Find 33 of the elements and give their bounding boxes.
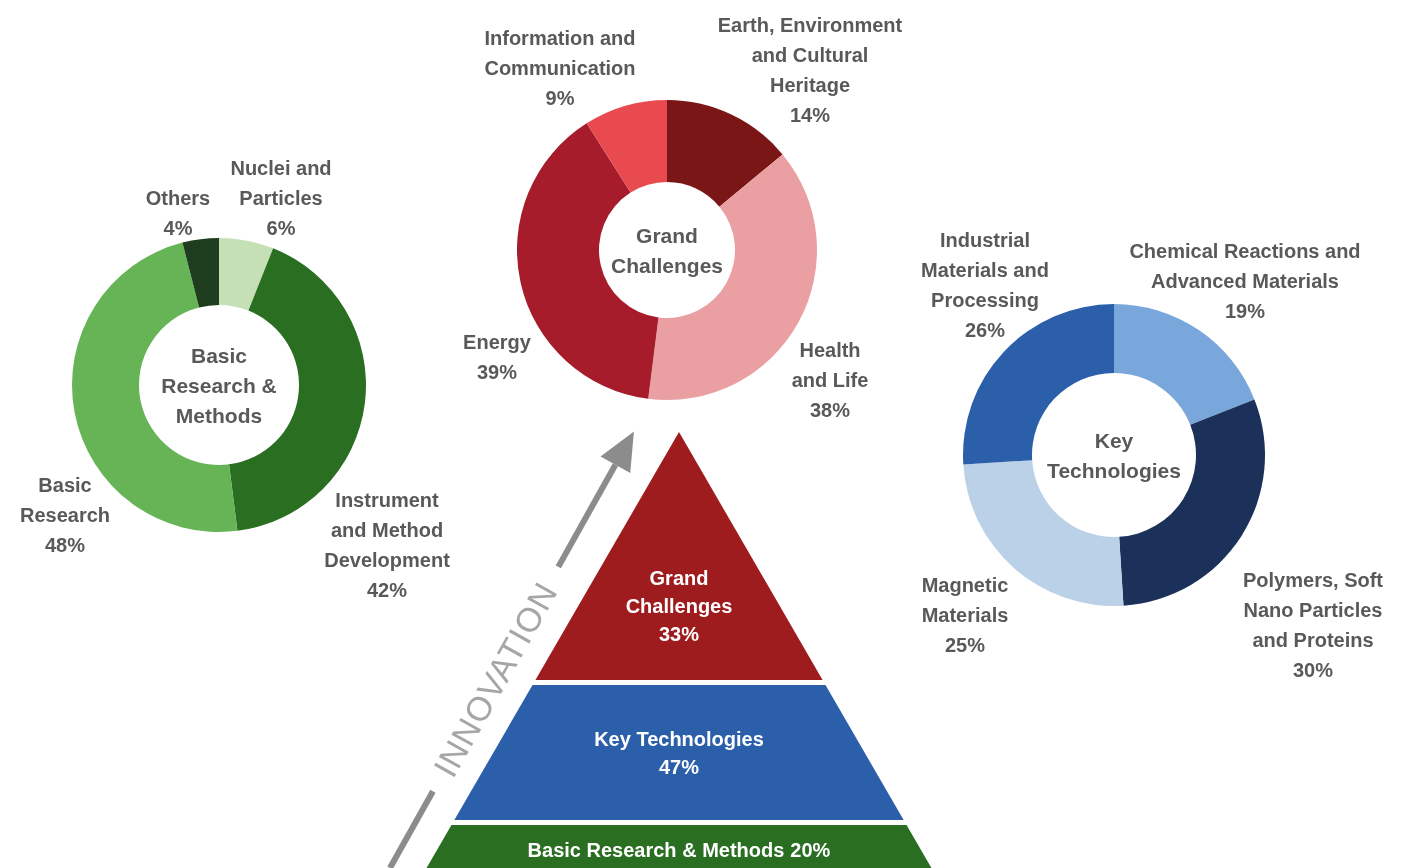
- data-label: 25%: [944, 634, 986, 656]
- text: Grand Challenges: [610, 223, 724, 277]
- category-label: Basic Research & Methods: [527, 839, 785, 861]
- data-label: 9%: [545, 87, 575, 109]
- category-label: Key Technologies: [594, 727, 764, 750]
- slice-label: Nuclei and Particles: [230, 157, 332, 209]
- slice-label: Basic Research: [19, 474, 111, 526]
- data-label: 47%: [658, 755, 700, 778]
- slice-label: Earth, Environment and Cultural Heritage: [717, 14, 903, 96]
- slice-label: Polymers, Soft Nano Particles and Proteins: [1242, 569, 1384, 651]
- text: Key Technologies: [1047, 428, 1181, 482]
- data-label: 26%: [964, 319, 1006, 341]
- slice-label: Energy: [463, 331, 532, 353]
- data-label: 42%: [366, 579, 408, 601]
- category-label: Grand Challenges: [625, 566, 733, 617]
- text: Basic Research & Methods: [161, 343, 277, 427]
- data-label: 30%: [1292, 659, 1334, 681]
- slice-label: Industrial Materials and Processing: [921, 229, 1049, 311]
- data-label: 14%: [789, 104, 831, 126]
- data-label: 48%: [44, 534, 86, 556]
- slice-label: Health and Life: [791, 339, 869, 391]
- data-label: 4%: [163, 217, 193, 239]
- data-label: 20%: [790, 839, 831, 861]
- data-label: 6%: [266, 217, 296, 239]
- slice-label: Chemical Reactions and Advanced Materials: [1129, 240, 1361, 292]
- data-label: 19%: [1224, 300, 1266, 322]
- slice-label: Magnetic Materials: [921, 574, 1009, 626]
- data-label: 38%: [809, 399, 851, 421]
- slice-label: Others: [145, 187, 211, 209]
- slice-label: Information and Communication: [484, 27, 636, 79]
- data-label: 33%: [658, 622, 700, 645]
- data-label: 39%: [476, 361, 518, 383]
- slice-label: Instrument and Method Development: [324, 489, 451, 571]
